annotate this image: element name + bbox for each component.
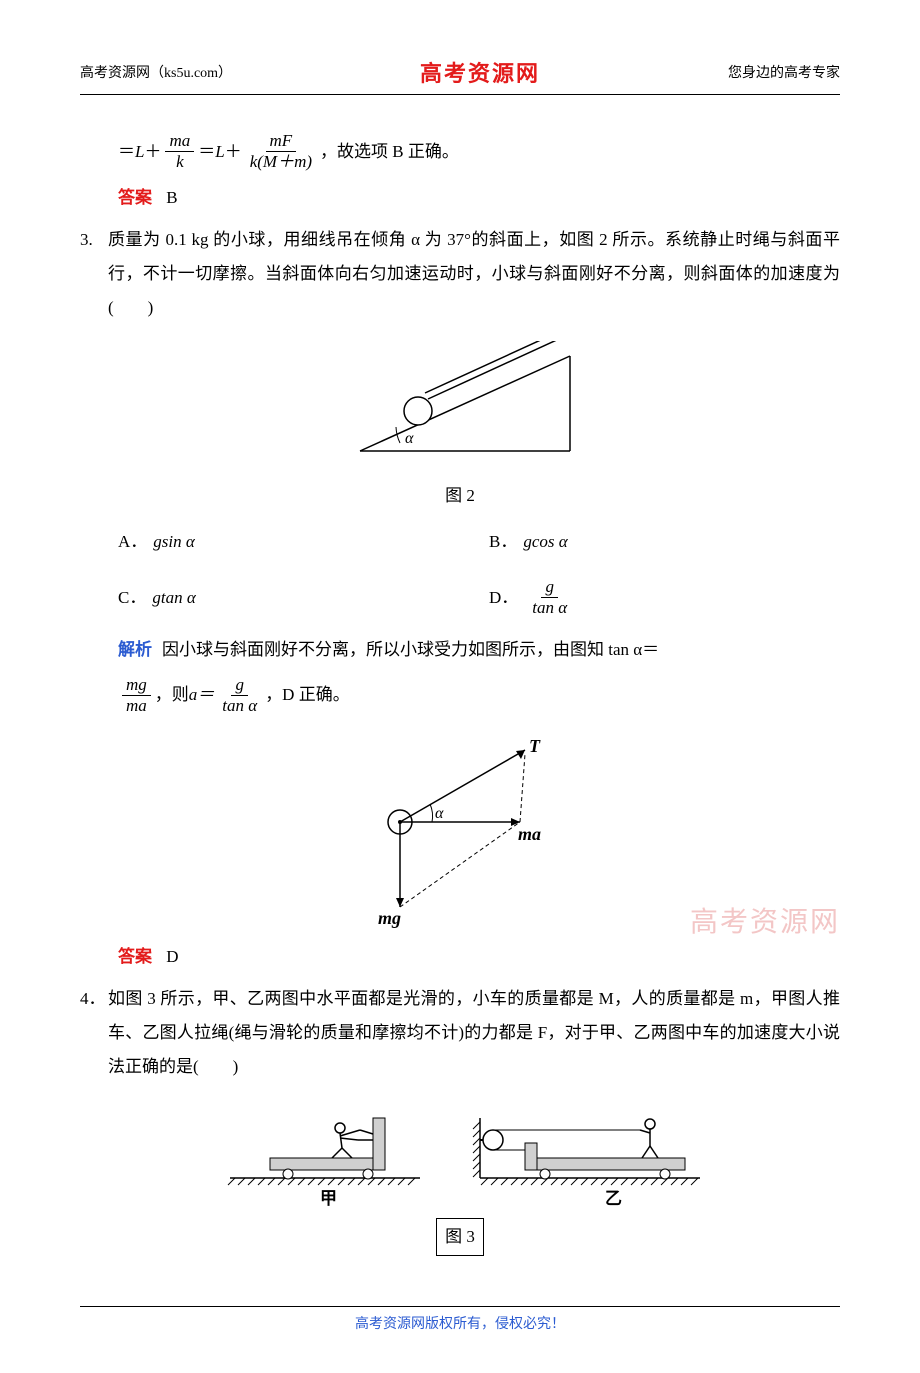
q3-explain-line1: 解析 因小球与斜面刚好不分离，所以小球受力如图所示，由图知 tan α＝	[80, 633, 840, 667]
frac-mg-ma: mg ma	[122, 675, 151, 717]
frac-g-tan: g tan α	[218, 675, 261, 717]
fig3-label-left: 甲	[320, 1189, 337, 1208]
question-3: 3. 质量为 0.1 kg 的小球，用细线吊在倾角 α 为 37°的斜面上，如图…	[80, 223, 840, 325]
figure-3-caption-text: 图 3	[436, 1218, 484, 1256]
option-d-den: tan α	[528, 598, 571, 618]
q4-text: 如图 3 所示，甲、乙两图中水平面都是光滑的，小车的质量都是 M，人的质量都是 …	[108, 982, 840, 1084]
page-footer: 高考资源网版权所有，侵权必究！	[80, 1306, 840, 1333]
force-svg: T ma mg α	[340, 732, 580, 932]
force-diagram: T ma mg α	[80, 732, 840, 932]
document-content: ＝ L ＋ ma k ＝ L ＋ mF k(M＋m) ，故选项 B 正确。 答案…	[80, 131, 840, 1256]
q3-explain-line2: mg ma ，则 a＝ g tan α ，D 正确。	[80, 675, 840, 717]
figure-3-caption: 图 3	[80, 1218, 840, 1256]
exp-frac1-num: mg	[122, 675, 151, 696]
option-a: A． gsin α	[118, 525, 469, 559]
plus-2: ＋	[225, 135, 242, 169]
option-c-label: C．	[118, 581, 146, 615]
fraction-ma-k: ma k	[165, 131, 194, 173]
frac1-den: k	[172, 152, 188, 172]
answer-block-2: 答案 B	[80, 181, 840, 215]
q3-text: 质量为 0.1 kg 的小球，用细线吊在倾角 α 为 37°的斜面上，如图 2 …	[108, 223, 840, 325]
option-d-num: g	[541, 577, 558, 598]
fig3-label-right: 乙	[605, 1189, 622, 1208]
option-c-text: gtan α	[152, 581, 195, 615]
q3-a-eq: a＝	[189, 678, 215, 712]
eq-prefix: ＝	[118, 135, 135, 169]
q4-number: 4．	[80, 982, 104, 1084]
force-mg-label: mg	[378, 908, 401, 928]
option-b: B． gcos α	[489, 525, 840, 559]
q3-options: A． gsin α B． gcos α C． gtan α D． g tan α	[80, 525, 840, 619]
exp-frac1-den: ma	[122, 696, 151, 716]
eq-suffix: ，故选项 B 正确。	[320, 135, 459, 169]
q3-explain-tail: ，D 正确。	[265, 678, 350, 712]
page-header: 高考资源网（ks5u.com） 高考资源网 您身边的高考专家	[80, 56, 840, 95]
header-left: 高考资源网（ks5u.com）	[80, 62, 232, 82]
force-alpha-label: α	[435, 805, 444, 822]
eq-var-l-2: L	[215, 135, 224, 169]
q3-explain-mid: ，则	[155, 678, 189, 712]
incline-diagram: α	[310, 341, 610, 471]
q3-number: 3.	[80, 223, 104, 325]
frac2-den: k(M＋m)	[246, 152, 316, 172]
fraction-mf-k: mF k(M＋m)	[246, 131, 316, 173]
plus-1: ＋	[144, 135, 161, 169]
force-ma-label: ma	[518, 824, 541, 844]
figure-2-caption: 图 2	[80, 479, 840, 513]
eq-var-l-1: L	[135, 135, 144, 169]
answer-label: 答案	[118, 188, 152, 207]
answer-value-2: B	[166, 188, 177, 207]
frac1-num: ma	[165, 131, 194, 152]
fig2-alpha-label: α	[405, 430, 414, 447]
option-a-text: gsin α	[153, 525, 195, 559]
answer-block-3: 答案 D	[80, 940, 840, 974]
q3-explain-pre: 因小球与斜面刚好不分离，所以小球受力如图所示，由图知 tan α＝	[162, 633, 659, 667]
header-right: 您身边的高考专家	[728, 62, 840, 82]
option-d-label: D．	[489, 581, 518, 615]
exp-frac2-num: g	[231, 675, 248, 696]
option-d-frac: g tan α	[528, 577, 571, 619]
answer-value-3: D	[166, 947, 178, 966]
option-c: C． gtan α	[118, 577, 469, 619]
option-a-label: A．	[118, 525, 147, 559]
figure-2: α	[80, 341, 840, 471]
explain-label: 解析	[118, 633, 152, 667]
exp-frac2-den: tan α	[218, 696, 261, 716]
option-d: D． g tan α	[489, 577, 840, 619]
equation-continued: ＝ L ＋ ma k ＝ L ＋ mF k(M＋m) ，故选项 B 正确。	[80, 131, 840, 173]
option-b-label: B．	[489, 525, 517, 559]
option-b-text: gcos α	[523, 525, 567, 559]
frac2-num: mF	[266, 131, 297, 152]
force-T-label: T	[529, 736, 541, 756]
figure-3: 甲	[80, 1100, 840, 1210]
cart-diagram: 甲	[200, 1100, 720, 1210]
header-center-logo: 高考资源网	[420, 56, 540, 88]
question-4: 4． 如图 3 所示，甲、乙两图中水平面都是光滑的，小车的质量都是 M，人的质量…	[80, 982, 840, 1084]
answer-label-3: 答案	[118, 947, 152, 966]
eq-prefix-2: ＝	[198, 135, 215, 169]
